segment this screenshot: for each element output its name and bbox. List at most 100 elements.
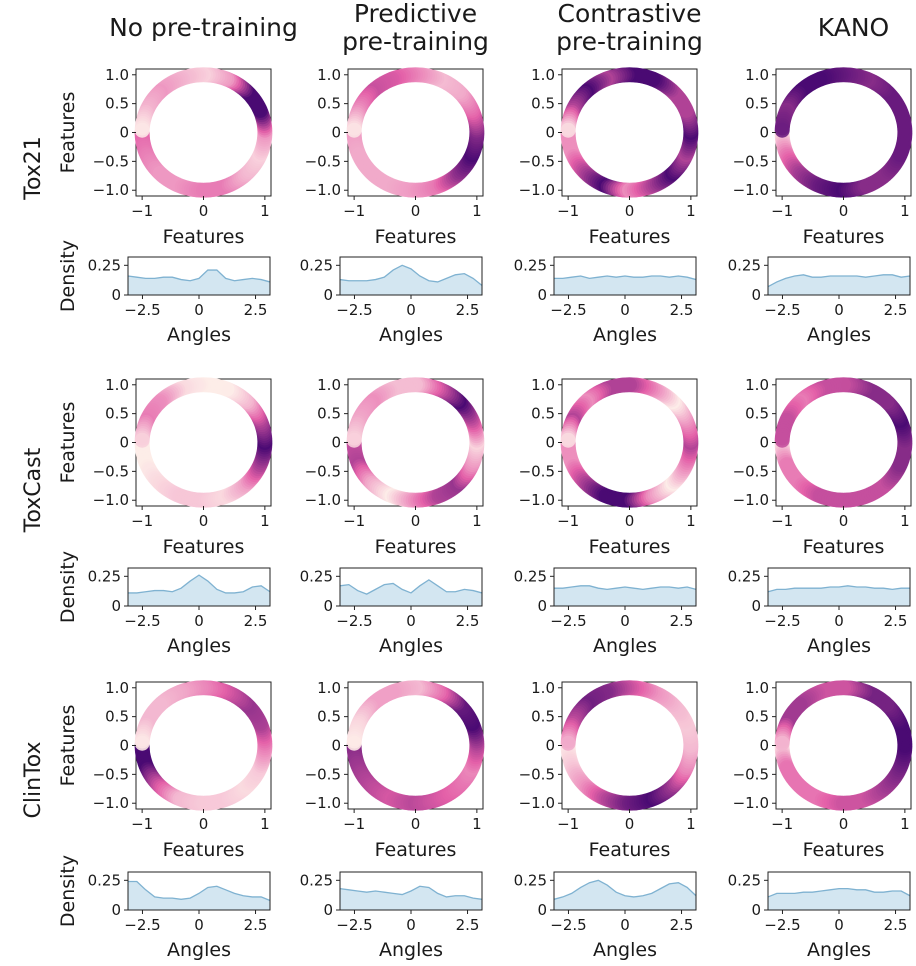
y-tick-label: −0.5: [733, 462, 769, 480]
x-tick-label: 2.5: [884, 301, 908, 319]
density-area: [768, 585, 910, 606]
density-area: [128, 270, 270, 295]
y-tick-label: 0: [751, 286, 761, 304]
x-tick-label: 0: [411, 512, 421, 530]
x-tick-label: 2.5: [244, 612, 268, 630]
y-tick-label: 0.5: [105, 708, 129, 726]
x-axis-label: Features: [163, 536, 245, 558]
x-tick-label: 1: [686, 202, 696, 220]
x-axis-label: Features: [803, 226, 885, 248]
x-tick-label: 2.5: [456, 612, 480, 630]
x-tick-label: 1: [686, 512, 696, 530]
y-tick-label: −0.5: [93, 462, 129, 480]
y-tick-label: −0.5: [93, 765, 129, 783]
y-axis-label: Density: [57, 855, 79, 927]
feature-point: [346, 122, 362, 138]
feature-panel: −1 0 1 1.0 0.5 0 −0.5 −1.0 Features Features: [57, 679, 273, 861]
x-tick-label: 1: [472, 815, 482, 833]
y-tick-label: 0.5: [531, 708, 555, 726]
density-area: [768, 888, 910, 910]
density-line: [128, 574, 271, 594]
x-tick-label: 2.5: [244, 916, 268, 934]
density-line: [767, 274, 911, 288]
x-axis-label: Angles: [593, 324, 657, 346]
x-tick-label: −2.5: [764, 301, 800, 319]
x-axis-label: Angles: [167, 939, 231, 961]
y-tick-label: 0.5: [531, 405, 555, 423]
y-tick-label: 0: [111, 901, 121, 919]
y-tick-label: 0.5: [745, 405, 769, 423]
x-axis-label: Features: [375, 226, 457, 248]
feature-point: [346, 735, 362, 751]
x-tick-label: 1: [260, 512, 270, 530]
x-tick-label: 0: [199, 815, 209, 833]
x-tick-label: 1: [260, 202, 270, 220]
x-tick-label: 0: [839, 512, 849, 530]
y-tick-label: −0.5: [93, 152, 129, 170]
density-area: [554, 880, 696, 910]
y-tick-label: −1.0: [93, 794, 129, 812]
density-line: [339, 579, 483, 595]
feature-point: [134, 432, 150, 448]
y-tick-label: 0: [119, 434, 129, 452]
x-tick-label: −2.5: [550, 301, 586, 319]
y-tick-label: 1.0: [745, 376, 769, 394]
y-tick-label: −1.0: [93, 181, 129, 199]
feature-panel: −1 0 1 1.0 0.5 0 −0.5 −1.0 Features: [733, 376, 913, 558]
y-tick-label: 1.0: [105, 66, 129, 84]
density-line: [767, 585, 910, 593]
x-axis-label: Angles: [593, 939, 657, 961]
feature-point: [560, 122, 576, 138]
density-area: [554, 276, 696, 295]
feature-point: [560, 735, 576, 751]
x-tick-label: 0: [834, 301, 844, 319]
column-title-line: Predictive: [354, 0, 477, 28]
x-tick-label: 0: [406, 612, 416, 630]
density-line: [767, 887, 911, 898]
x-tick-label: 0: [625, 815, 635, 833]
x-tick-label: 0: [839, 202, 849, 220]
x-tick-label: 0: [834, 916, 844, 934]
y-tick-label: 0.25: [514, 871, 547, 889]
x-tick-label: −1: [771, 202, 793, 220]
x-tick-label: 2.5: [456, 916, 480, 934]
column-title-text: KANO: [818, 13, 889, 42]
x-tick-label: 2.5: [456, 301, 480, 319]
row-title: ToxCast: [21, 447, 46, 533]
x-axis-label: Features: [163, 226, 245, 248]
x-tick-label: 2.5: [884, 916, 908, 934]
y-tick-label: 0.25: [300, 871, 333, 889]
x-tick-label: 1: [472, 202, 482, 220]
row-title: ClinTox: [21, 741, 46, 818]
y-tick-label: 0: [759, 124, 769, 142]
x-tick-label: 0: [839, 815, 849, 833]
x-axis-label: Features: [163, 839, 245, 861]
feature-point: [774, 122, 790, 138]
density-area: [340, 886, 482, 910]
y-tick-label: −0.5: [733, 765, 769, 783]
y-tick-label: 1.0: [317, 66, 341, 84]
y-tick-label: 0: [331, 124, 341, 142]
feature-panel: −1 0 1 1.0 0.5 0 −0.5 −1.0 Features Features: [57, 376, 273, 558]
x-tick-label: 2.5: [670, 916, 694, 934]
x-axis-label: Angles: [167, 324, 231, 346]
x-tick-label: −1: [343, 512, 365, 530]
x-tick-label: −2.5: [336, 301, 372, 319]
feature-point: [560, 432, 576, 448]
x-tick-label: −2.5: [550, 916, 586, 934]
y-tick-label: 0: [759, 434, 769, 452]
density-area: [128, 881, 270, 910]
x-axis-label: Features: [803, 536, 885, 558]
feature-panel: −1 0 1 1.0 0.5 0 −0.5 −1.0 Features: [305, 679, 485, 861]
feature-panel: −1 0 1 1.0 0.5 0 −0.5 −1.0 Features: [519, 679, 699, 861]
y-tick-label: 1.0: [745, 66, 769, 84]
x-axis-label: Features: [589, 839, 671, 861]
column-title: KANO: [818, 13, 889, 42]
y-tick-label: −0.5: [519, 462, 555, 480]
density-area: [128, 575, 270, 606]
